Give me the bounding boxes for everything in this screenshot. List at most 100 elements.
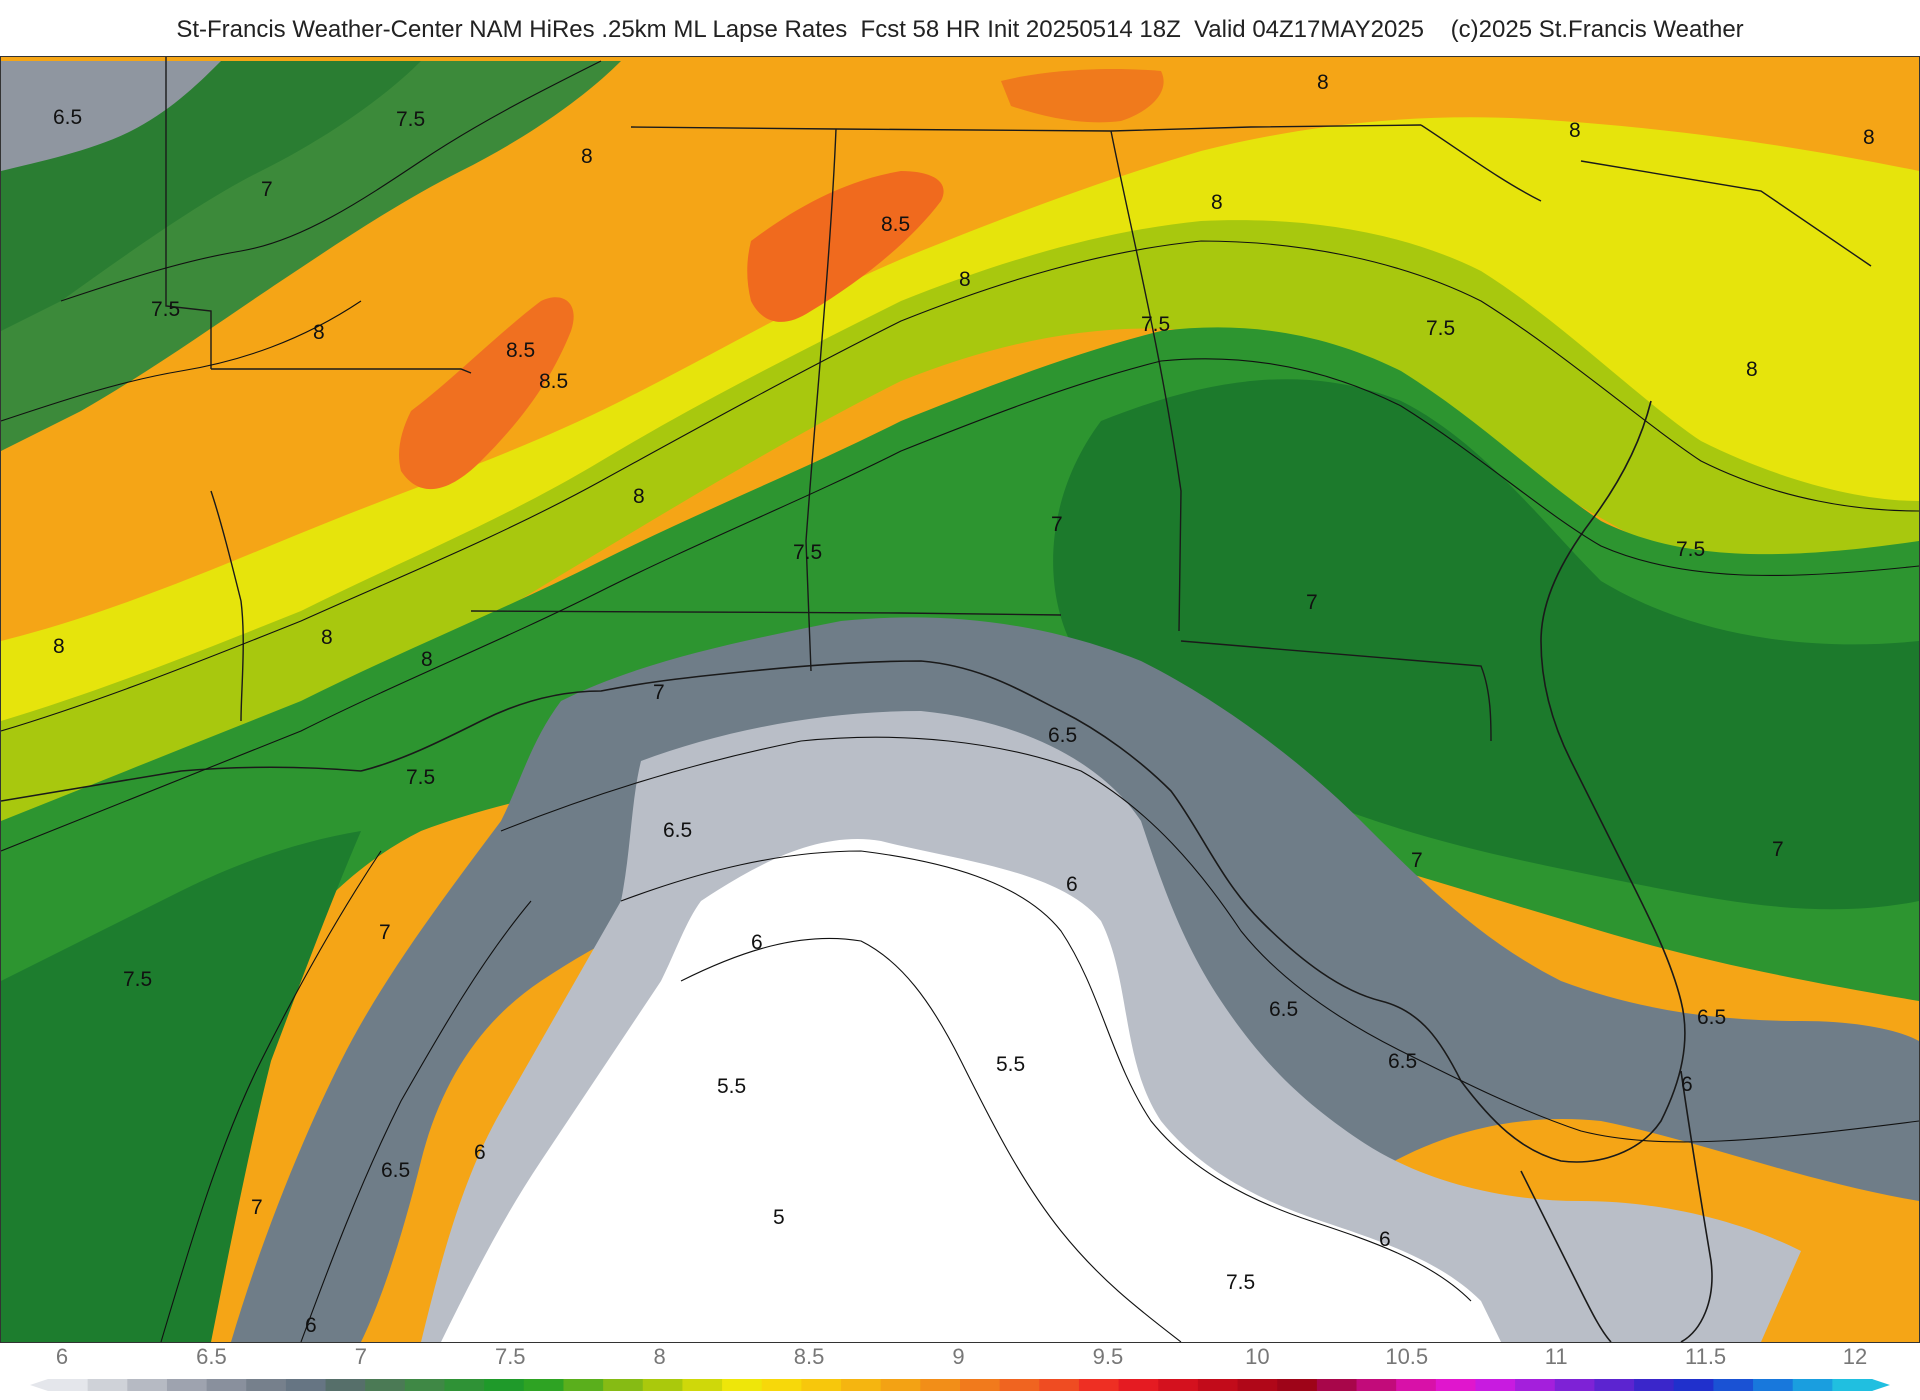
colorbar-swatch [1792, 1379, 1833, 1391]
field-darkgreen-patch-west [1, 831, 361, 1342]
colorbar-swatch [563, 1379, 604, 1391]
contour-label: 8.5 [881, 213, 910, 236]
colorbar-swatch [484, 1379, 525, 1391]
contour-label: 7.5 [1676, 538, 1705, 561]
contour-labels: 6.5 7.5 7 8 7.5 8 8.5 8.5 8 8.5 8 8 8 8 … [53, 71, 1875, 1337]
colorbar-swatch [722, 1379, 763, 1391]
contour-label: 8 [1863, 126, 1875, 149]
contour-label: 7.5 [1226, 1271, 1255, 1294]
contour-label: 8.5 [539, 370, 568, 393]
contour-label: 7.5 [406, 766, 435, 789]
contour-label: 6 [305, 1314, 317, 1337]
colorbar-swatch [523, 1379, 564, 1391]
contour-label: 8 [1317, 71, 1329, 94]
colorbar-swatch [1396, 1379, 1437, 1391]
colorbar-swatch [1634, 1379, 1675, 1391]
colorbar-swatch [1475, 1379, 1516, 1391]
contour-label: 7 [261, 178, 273, 201]
contour-label: 8 [421, 648, 433, 671]
colorbar-tick-label: 8 [653, 1344, 666, 1369]
contour-label: 8 [53, 635, 65, 658]
contour-label: 6 [1379, 1228, 1391, 1251]
weather-map[interactable]: 6.5 7.5 7 8 7.5 8 8.5 8.5 8 8.5 8 8 8 8 … [0, 56, 1920, 1343]
colorbar-tick-label: 6 [55, 1344, 69, 1369]
contour-label: 8 [1569, 119, 1581, 142]
contour-label: 8 [1746, 358, 1758, 381]
colorbar [30, 1379, 1890, 1391]
colorbar-swatch [1356, 1379, 1397, 1391]
colorbar-swatch [642, 1379, 683, 1391]
colorbar-swatch [603, 1379, 644, 1391]
field-hotspot-2 [747, 171, 944, 322]
colorbar-swatch [1673, 1379, 1714, 1391]
colorbar-swatch [999, 1379, 1040, 1391]
colorbar-tick-label: 6.5 [196, 1344, 227, 1369]
colorbar-swatch [1118, 1379, 1159, 1391]
contour-label: 6.5 [1697, 1006, 1726, 1029]
colorbar-swatch [960, 1379, 1001, 1391]
contour-label: 5 [773, 1206, 785, 1229]
colorbar-swatch [1316, 1379, 1358, 1391]
chart-title: St-Francis Weather-Center NAM HiRes .25k… [176, 16, 1744, 43]
colorbar-swatch [48, 1379, 89, 1391]
colorbar-swatch [127, 1379, 168, 1391]
colorbar-swatch [1594, 1379, 1635, 1391]
contour-label: 6 [474, 1141, 486, 1164]
contour-label: 6.5 [381, 1159, 410, 1182]
colorbar-swatch [1515, 1379, 1556, 1391]
contour-label: 7 [379, 921, 391, 944]
colorbar-tick-label: 10 [1245, 1344, 1270, 1369]
contour-label: 6.5 [1048, 724, 1077, 747]
colorbar-swatch [87, 1379, 128, 1391]
colorbar-swatch [1832, 1379, 1873, 1391]
contour-label: 6 [1681, 1073, 1693, 1096]
contour-label: 8 [633, 485, 645, 508]
contour-label: 5.5 [717, 1075, 746, 1098]
contour-label: 6.5 [663, 819, 692, 842]
colorbar-swatch [1753, 1379, 1794, 1391]
contour-label: 5.5 [996, 1053, 1025, 1076]
colorbar-swatch [801, 1379, 842, 1391]
colorbar-tick-label: 11.5 [1684, 1344, 1727, 1369]
field-hotspot-3 [1001, 69, 1164, 123]
contour-label: 7 [251, 1196, 263, 1219]
colorbar-tick-label: 11 [1544, 1344, 1568, 1369]
contour-label: 7.5 [1426, 317, 1455, 340]
contour-label: 8 [581, 145, 593, 168]
colorbar-swatch [880, 1379, 921, 1391]
colorbar-ticks: 6 6.5 7 7.5 8 8.5 9 9.5 10 10.5 11 11.5 12 [0, 1344, 1920, 1372]
contour-label: 6 [751, 931, 763, 954]
colorbar-swatch [1713, 1379, 1754, 1391]
colorbar-swatch [920, 1379, 961, 1391]
state-boundaries [165, 57, 1872, 742]
colorbar-tick-label: 7.5 [494, 1344, 526, 1369]
contour-label: 6.5 [1388, 1050, 1417, 1073]
colorbar-swatch [761, 1379, 802, 1391]
colorbar-swatch [1158, 1379, 1199, 1391]
colorbar-swatch [1078, 1379, 1120, 1391]
colorbar-tick-label: 9 [952, 1344, 965, 1369]
colorbar-swatch [206, 1379, 247, 1391]
colorbar-swatch [1197, 1379, 1239, 1391]
colorbar-swatch [1237, 1379, 1278, 1391]
colorbar-over-arrow [1872, 1379, 1890, 1391]
contour-label: 7.5 [793, 541, 822, 564]
colorbar-swatch [1277, 1379, 1318, 1391]
contour-label: 7.5 [396, 108, 425, 131]
contour-label: 8 [321, 626, 333, 649]
contour-label: 7.5 [1141, 313, 1170, 336]
contour-label: 6.5 [1269, 998, 1298, 1021]
contour-label: 7 [1051, 513, 1063, 536]
colorbar-swatch [841, 1379, 882, 1391]
colorbar-swatch [1039, 1379, 1080, 1391]
colorbar-under-arrow [30, 1379, 48, 1391]
contour-label: 7 [1411, 849, 1423, 872]
colorbar-swatch [166, 1379, 208, 1391]
contour-label: 8 [313, 321, 325, 344]
colorbar-tick-label: 8.5 [793, 1344, 825, 1369]
contour-label: 7 [1772, 838, 1784, 861]
contour-label: 7.5 [123, 968, 152, 991]
colorbar-tick-label: 10.5 [1385, 1344, 1429, 1369]
contour-label: 7 [653, 681, 665, 704]
colorbar-tick-label: 9.5 [1092, 1344, 1124, 1369]
